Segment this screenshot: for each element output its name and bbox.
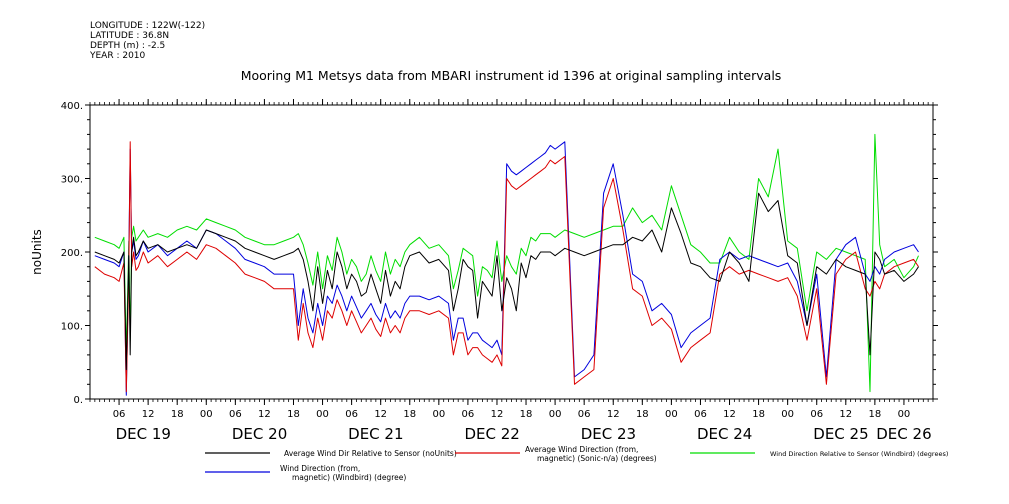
- x-hour-label: 18: [171, 409, 184, 420]
- x-hour-label: 12: [839, 409, 852, 420]
- legend-label-2: Wind Direction Relative to Sensor (Windb…: [770, 450, 948, 458]
- x-hour-label: 12: [374, 409, 387, 420]
- x-hour-label: 12: [491, 409, 504, 420]
- x-axis-ticks: 06 12 18 00 06 12 18 00 06 12 18 00 06 12 18 00 06 12 18 00…: [113, 99, 932, 443]
- x-day-label: DEC 19: [116, 425, 171, 443]
- series-lines: [94, 133, 919, 396]
- chart-title: Mooring M1 Metsys data from MBARI instru…: [241, 68, 782, 83]
- x-day-label: DEC 21: [348, 425, 403, 443]
- x-hour-label: 00: [781, 409, 794, 420]
- x-day-label: DEC 24: [697, 425, 752, 443]
- legend: Average Wind Dir Relative to Sensor (noU…: [205, 445, 948, 482]
- x-hour-label: 06: [345, 409, 358, 420]
- y-tick-label: 400.: [61, 101, 83, 112]
- metadata-latitude: LATITUDE : 36.8N: [90, 31, 170, 41]
- x-day-label: DEC 22: [464, 425, 519, 443]
- x-hour-label: 18: [287, 409, 300, 420]
- legend-label-1: Average Wind Direction (from, magnetic) (…: [525, 445, 657, 463]
- x-hour-label: 06: [229, 409, 242, 420]
- x-day-label: DEC 25: [813, 425, 868, 443]
- y-tick-label: 0.: [73, 395, 83, 406]
- x-hour-label: 12: [607, 409, 620, 420]
- x-hour-label: 18: [636, 409, 649, 420]
- metadata-depth: DEPTH (m) : -2.5: [90, 41, 166, 51]
- y-axis-ticks: 0. 100. 200. 300. 400.: [61, 101, 938, 406]
- y-axis-label: noUnits: [30, 229, 44, 275]
- series-line-0: [94, 192, 919, 371]
- x-axis-minor-ticks: [89, 102, 934, 402]
- x-hour-label: 00: [316, 409, 329, 420]
- x-hour-label: 12: [142, 409, 155, 420]
- x-hour-label: 06: [694, 409, 707, 420]
- x-hour-label: 18: [403, 409, 416, 420]
- x-day-label: DEC 26: [876, 425, 931, 443]
- x-hour-label: 00: [432, 409, 445, 420]
- x-hour-label: 00: [898, 409, 911, 420]
- x-hour-label: 06: [462, 409, 475, 420]
- legend-label-3: Wind Direction (from, magnetic) (Windbird…: [280, 464, 406, 482]
- x-day-label: DEC 23: [581, 425, 636, 443]
- x-hour-label: 12: [258, 409, 271, 420]
- legend-label-0: Average Wind Dir Relative to Sensor (noU…: [284, 449, 457, 458]
- x-hour-label: 18: [752, 409, 765, 420]
- y-tick-label: 300.: [61, 175, 83, 186]
- metadata-longitude: LONGITUDE : 122W(-122): [90, 21, 206, 31]
- x-hour-label: 06: [578, 409, 591, 420]
- y-tick-label: 200.: [61, 248, 83, 259]
- x-hour-label: 06: [810, 409, 823, 420]
- series-line-2: [94, 133, 919, 393]
- y-tick-label: 100.: [61, 322, 83, 333]
- metadata-block: LONGITUDE : 122W(-122) LATITUDE : 36.8N …: [90, 21, 205, 61]
- metadata-year: YEAR : 2010: [90, 51, 146, 61]
- plot-frame: [89, 104, 934, 400]
- x-hour-label: 18: [868, 409, 881, 420]
- x-hour-label: 00: [200, 409, 213, 420]
- series-line-1: [94, 141, 919, 393]
- x-hour-label: 00: [549, 409, 562, 420]
- x-hour-label: 00: [665, 409, 678, 420]
- x-day-label: DEC 20: [232, 425, 287, 443]
- x-hour-label: 06: [113, 409, 126, 420]
- x-hour-label: 18: [520, 409, 533, 420]
- x-hour-label: 12: [723, 409, 736, 420]
